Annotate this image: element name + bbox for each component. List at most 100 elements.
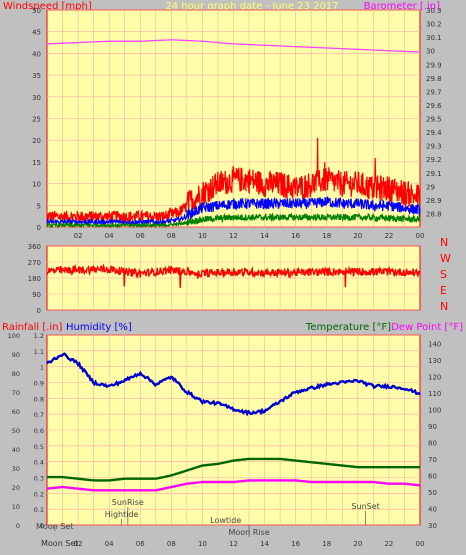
event-label: SunSet (351, 502, 379, 511)
humidity-tick-label: 70 (12, 389, 20, 397)
windspeed-series (46, 39, 421, 230)
rainfall-tick-label: 1.1 (34, 348, 44, 356)
compass-label: N (440, 236, 448, 249)
humidity-axis-ticks: 0 10 20 30 40 50 60 70 80 90 100 (8, 332, 20, 530)
climate-series (46, 352, 421, 492)
wind-direction-line (46, 263, 421, 288)
temperature-tick-label: 70 (428, 456, 437, 464)
barometer-tick-label: 28.8 (426, 210, 442, 218)
barometer-tick-label: 29.8 (426, 75, 442, 83)
barometer-line (46, 39, 420, 53)
barometer-tick-label: 29.2 (426, 156, 442, 164)
humidity-tick-label: 0 (16, 522, 20, 530)
climate-time-ticks: 02 04 06 08 10 12 14 16 18 20 22 00 (74, 540, 425, 548)
rainfall-tick-label: 0.2 (34, 490, 44, 498)
rainfall-tick-label: 0.1 (34, 506, 44, 514)
windspeed-tick-label: 10 (32, 181, 41, 189)
time-tick-label: 06 (136, 232, 145, 240)
graph-title: 24 hour graph date - June 23 2017 (165, 1, 338, 12)
barometer-axis-title: Barometer [.in] (364, 1, 440, 12)
direction-tick-label: 360 (28, 243, 41, 251)
wind-direction-axis-ticks: 0 90 180 270 360 (28, 243, 41, 315)
temperature-tick-label: 40 (428, 505, 437, 513)
rainfall-tick-label: 0.4 (34, 459, 44, 467)
time-tick-label: 12 (229, 232, 238, 240)
barometer-tick-label: 28.9 (426, 197, 442, 205)
climate-panel: 0 0.1 0.2 0.3 0.4 0.5 0.6 0.7 0.8 0.9 1 1.1 1.2 0 10 2… (8, 332, 442, 548)
windspeed-tick-label: 35 (32, 72, 41, 80)
barometer-tick-label: 29.7 (426, 88, 442, 96)
rainfall-tick-label: 1.2 (34, 332, 44, 340)
rainfall-axis-title: Rainfall [.in] (2, 322, 63, 333)
windspeed-tick-label: 5 (37, 202, 41, 210)
temperature-axis-title: Temperature [°F] (305, 322, 391, 333)
rainfall-tick-label: 0.7 (34, 411, 44, 419)
rainfall-tick-label: 0 (40, 522, 44, 530)
time-tick-label: 08 (167, 540, 176, 548)
wind-line (46, 137, 421, 223)
humidity-tick-label: 90 (12, 351, 20, 359)
rainfall-tick-label: 0.3 (34, 475, 44, 483)
windspeed-tick-label: 45 (32, 29, 41, 37)
humidity-tick-label: 20 (12, 484, 20, 492)
direction-tick-label: 180 (28, 275, 41, 283)
humidity-tick-label: 10 (12, 503, 20, 511)
barometer-tick-label: 29 (426, 183, 435, 191)
humidity-tick-label: 50 (12, 427, 20, 435)
dewpoint-line (46, 479, 421, 492)
compass-label: N (440, 300, 448, 313)
rainfall-tick-label: 0.6 (34, 427, 44, 435)
time-tick-label: 20 (353, 540, 362, 548)
climate-grid (47, 334, 420, 526)
time-tick-label: 10 (198, 540, 207, 548)
time-tick-label: 12 (229, 540, 238, 548)
windspeed-time-ticks: 02 04 06 08 10 12 14 16 18 20 22 00 (74, 232, 425, 240)
time-tick-label: 16 (291, 232, 300, 240)
barometer-tick-label: 30 (426, 48, 435, 56)
barometer-tick-label: 29.3 (426, 143, 442, 151)
wind-direction-grid (47, 245, 420, 311)
rainfall-tick-label: 0.8 (34, 395, 44, 403)
barometer-tick-label: 30.2 (426, 21, 442, 29)
event-label: Moon Set (36, 522, 73, 531)
windspeed-axis-ticks: 0 5 10 15 20 25 30 35 40 45 50 (32, 7, 41, 232)
temperature-tick-label: 130 (428, 357, 441, 365)
compass-label: S (440, 268, 447, 281)
time-tick-label: 18 (322, 540, 331, 548)
time-tick-label: 00 (416, 232, 425, 240)
humidity-tick-label: 80 (12, 370, 20, 378)
windspeed-tick-label: 50 (32, 7, 41, 15)
avg-line (46, 212, 421, 230)
astronomy-events: SunRise Hightide Lowtide Moon Rise SunSet Moo… (36, 498, 380, 537)
time-tick-label: 16 (291, 540, 300, 548)
event-label: SunRise (112, 498, 144, 507)
rainfall-axis-ticks: 0 0.1 0.2 0.3 0.4 0.5 0.6 0.7 0.8 0.9 1 1.1 1.2 (34, 332, 44, 530)
time-tick-label: 14 (260, 232, 269, 240)
rainfall-tick-label: 0.9 (34, 380, 44, 388)
time-tick-label: 18 (322, 232, 331, 240)
barometer-tick-label: 29.6 (426, 102, 442, 110)
time-tick-label: 22 (384, 540, 393, 548)
temperature-tick-label: 140 (428, 340, 441, 348)
temperature-tick-label: 80 (428, 439, 437, 447)
humidity-tick-label: 100 (8, 332, 20, 340)
time-tick-label: 04 (105, 232, 114, 240)
temperature-tick-label: 50 (428, 489, 437, 497)
windspeed-tick-label: 20 (32, 137, 41, 145)
direction-tick-label: 270 (28, 259, 41, 267)
barometer-axis-ticks: 28.8 28.9 29 29.1 29.2 29.3 29.4 29.5 29.6 29.7 29… (426, 7, 442, 218)
time-tick-label: 00 (416, 540, 425, 548)
event-label: Lowtide (210, 516, 241, 525)
barometer-tick-label: 30.1 (426, 34, 442, 42)
temperature-tick-label: 60 (428, 472, 437, 480)
direction-tick-label: 0 (37, 307, 41, 315)
rainfall-tick-label: 1 (40, 364, 44, 372)
windspeed-axis-title: Windspeed [mph] (3, 1, 92, 12)
dewpoint-axis-title: Dew Point [°F] (391, 322, 463, 333)
windspeed-tick-label: 15 (32, 159, 41, 167)
humidity-tick-label: 30 (12, 465, 20, 473)
direction-tick-label: 90 (32, 291, 41, 299)
temperature-tick-label: 110 (428, 390, 441, 398)
temperature-tick-label: 90 (428, 423, 437, 431)
